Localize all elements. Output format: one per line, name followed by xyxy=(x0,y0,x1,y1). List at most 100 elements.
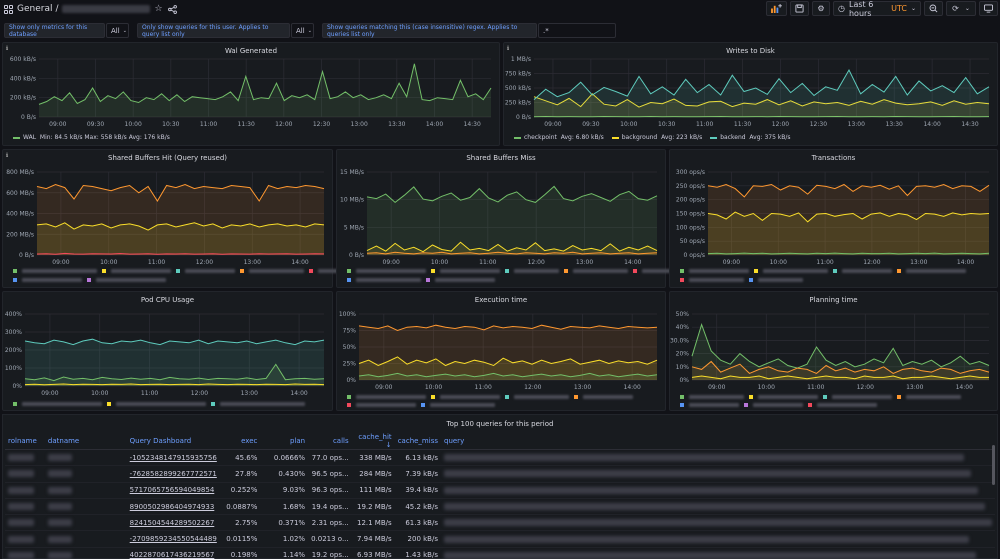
x-tick-label: 11:00 xyxy=(696,121,713,128)
column-header[interactable]: rolname xyxy=(5,433,45,450)
x-tick-label: 13:00 xyxy=(244,259,261,266)
series-line[interactable] xyxy=(24,338,325,346)
execution-time-chart[interactable]: 0% 25% 50% 75% 100% 09:00 10:00 11:00 12:00 13:00… xyxy=(337,292,667,412)
legend-item[interactable]: WAL Min: 84.5 kB/s Max: 558 kB/s Avg: 17… xyxy=(13,134,170,141)
time-picker[interactable]: ◷ Last 6 hours UTC ⌄ xyxy=(833,0,921,18)
query-dashboard-link[interactable]: 8900502986404974933 xyxy=(126,498,220,516)
series-line[interactable] xyxy=(36,222,325,231)
series-line[interactable] xyxy=(366,241,658,253)
shared-buffers-hit-chart[interactable]: 0 B/s 200 MB/s 400 MB/s 600 MB/s 800 MB/s 09:… xyxy=(3,150,334,289)
execution-time-panel[interactable]: Execution time 0% 25% 50% 75% 100% 09:00 10:00… xyxy=(336,291,666,411)
column-header[interactable]: query xyxy=(441,433,995,450)
table-row[interactable]: 8241504544289502267 2.75% 0.371% 2.31 ops..… xyxy=(5,514,995,532)
series-line[interactable] xyxy=(24,363,325,382)
column-header[interactable]: cache_hit ↓ xyxy=(351,433,395,450)
table-row[interactable]: 4022870617436219567 0.198% 1.14% 19.2 ops..… xyxy=(5,547,995,559)
series-line[interactable] xyxy=(358,372,658,378)
settings-button[interactable]: ⚙ xyxy=(812,1,830,16)
info-icon[interactable]: ℹ xyxy=(6,152,9,159)
legend-item[interactable]: backend Avg: 375 kB/s xyxy=(710,134,791,141)
column-header[interactable]: calls xyxy=(308,433,352,450)
series-area xyxy=(25,364,324,386)
query-dashboard-link[interactable]: 8241504544289502267 xyxy=(126,514,220,532)
series-line[interactable] xyxy=(358,356,658,367)
query-dashboard-link-text[interactable]: 4022870617436219567 xyxy=(129,551,215,559)
column-header[interactable]: cache_miss xyxy=(394,433,441,450)
query-dashboard-link-text[interactable]: -7628582899267772571 xyxy=(129,469,217,478)
datname-cell-redacted xyxy=(44,482,127,499)
info-icon[interactable]: ℹ xyxy=(6,45,9,52)
share-icon[interactable] xyxy=(167,4,177,14)
query-dashboard-link-text[interactable]: 8900502986404974933 xyxy=(129,502,215,511)
query-dashboard-link[interactable]: 5717065756594049854 xyxy=(126,482,220,499)
dashboard-title-redacted[interactable] xyxy=(61,5,150,13)
transactions-panel[interactable]: Transactions 0 ops/s 50 ops/s 100 ops/s 150… xyxy=(669,149,998,288)
rolname-cell-redacted xyxy=(5,514,45,532)
shared-buffers-miss-panel[interactable]: Shared Buffers Miss 0 B/s 5 MB/s 10 MB/s 15… xyxy=(336,149,677,289)
series-line[interactable] xyxy=(36,183,325,202)
series-line[interactable] xyxy=(691,323,990,369)
shared-buffers-miss-chart[interactable]: 0 B/s 5 MB/s 10 MB/s 15 MB/s 09:00 10:00 11:00… xyxy=(337,150,667,289)
zoom-out-button[interactable] xyxy=(924,1,943,16)
column-header[interactable]: datname xyxy=(44,433,127,450)
refresh-button[interactable]: ⟳ ⌄ xyxy=(946,1,976,16)
query-dashboard-link-text[interactable]: -2709859234550544489 xyxy=(129,535,217,544)
series-line[interactable] xyxy=(533,93,990,108)
chevron-down-icon: ⌄ xyxy=(307,27,312,34)
series-line[interactable] xyxy=(707,252,990,255)
series-line[interactable] xyxy=(366,251,658,255)
legend-item[interactable]: checkpoint Avg: 6.80 kB/s xyxy=(514,134,604,141)
table-row[interactable]: 5717065756594049854 0.252% 9.03% 96.3 ops..… xyxy=(5,482,995,499)
transactions-chart[interactable]: 0 ops/s 50 ops/s 100 ops/s 150 ops/s 200 ops… xyxy=(670,150,999,289)
writes-to-disk-panel[interactable]: ℹ Writes to Disk 0 B/s 250 kB/s 500 kB/s 75… xyxy=(503,42,998,146)
user-variable-select[interactable]: All ⌄ xyxy=(291,23,314,38)
query-dashboard-link-text[interactable]: -1052348147915935756 xyxy=(129,453,217,462)
query-dashboard-link[interactable]: -1052348147915935756 xyxy=(126,449,220,467)
series-line[interactable] xyxy=(36,252,325,255)
x-tick-label: 13:00 xyxy=(906,384,923,391)
column-header[interactable]: plan xyxy=(260,433,309,450)
legend-item[interactable]: background Avg: 223 kB/s xyxy=(611,134,702,141)
series-line[interactable] xyxy=(358,324,658,332)
series-line[interactable] xyxy=(691,360,990,374)
add-panel-button[interactable] xyxy=(766,1,787,16)
shared-buffers-hit-panel[interactable]: ℹ Shared Buffers Hit (Query reused) 0 B/… xyxy=(2,149,358,289)
series-line[interactable] xyxy=(707,211,990,223)
scrollbar[interactable] xyxy=(992,445,995,485)
table-row[interactable]: 8900502986404974933 0.0887% 1.68% 19.4 ops.… xyxy=(5,498,995,516)
table-row[interactable]: -2709859234550544489 0.0115% 1.02% 0.0213 o… xyxy=(5,530,995,548)
query-dashboard-link-text[interactable]: 5717065756594049854 xyxy=(129,486,215,495)
series-line[interactable] xyxy=(366,185,658,204)
series-line[interactable] xyxy=(707,183,990,198)
table-row[interactable]: -7628582899267772571 27.8% 0.430% 96.5 ops.… xyxy=(5,465,995,483)
star-icon[interactable]: ☆ xyxy=(154,4,163,14)
cache-hit-cell: 111 MB/s xyxy=(351,482,395,499)
query-dashboard-link[interactable]: -2709859234550544489 xyxy=(126,530,220,548)
column-header[interactable]: Query Dashboard xyxy=(126,433,220,450)
save-button[interactable] xyxy=(790,1,809,16)
series-line[interactable] xyxy=(691,375,989,380)
tv-mode-button[interactable] xyxy=(979,1,998,16)
wal-generated-panel[interactable]: ℹ Wal Generated 0 B/s 200 kB/s 400 kB/s 600… xyxy=(2,42,500,146)
series-line[interactable] xyxy=(24,383,325,386)
database-variable-select[interactable]: All ⌄ xyxy=(106,23,129,38)
query-dashboard-link-text[interactable]: 8241504544289502267 xyxy=(129,518,215,527)
wal-chart[interactable]: 0 B/s 200 kB/s 400 kB/s 600 kB/s 09:00 09:30 1… xyxy=(3,43,501,147)
regex-variable-input[interactable]: .* xyxy=(538,23,616,38)
apps-icon[interactable] xyxy=(4,4,13,14)
table-row[interactable]: -1052348147915935756 45.6% 0.0666% 77.0 ops… xyxy=(5,449,995,467)
series-line[interactable] xyxy=(38,63,492,105)
planning-time-panel[interactable]: Planning time 0% 10% 20% 30.0% 40% 50% 09:00 10… xyxy=(669,291,998,411)
planning-time-chart[interactable]: 0% 10% 20% 30.0% 40% 50% 09:00 10:00 11:00 12:00 1… xyxy=(670,292,999,412)
top-queries-panel[interactable]: Top 100 queries for this period rolname … xyxy=(2,414,998,559)
query-dashboard-link[interactable]: 4022870617436219567 xyxy=(126,547,220,559)
pod-cpu-usage-panel[interactable]: Pod CPU Usage 0% 100% 200% 300% 400% 09:00 10:… xyxy=(2,291,333,411)
series-line[interactable] xyxy=(533,68,990,100)
folder-title[interactable]: General xyxy=(17,4,53,14)
info-icon[interactable]: ℹ xyxy=(507,45,510,52)
column-header[interactable]: exec xyxy=(219,433,261,450)
query-dashboard-link[interactable]: -7628582899267772571 xyxy=(126,465,220,483)
cache-hit-cell: 7.94 MB/s xyxy=(351,530,395,548)
pod-cpu-chart[interactable]: 0% 100% 200% 300% 400% 09:00 10:00 11:00 12:00 13… xyxy=(3,292,334,412)
writes-chart[interactable]: 0 B/s 250 kB/s 500 kB/s 750 kB/s 1 MB/s 09:00… xyxy=(504,43,999,147)
